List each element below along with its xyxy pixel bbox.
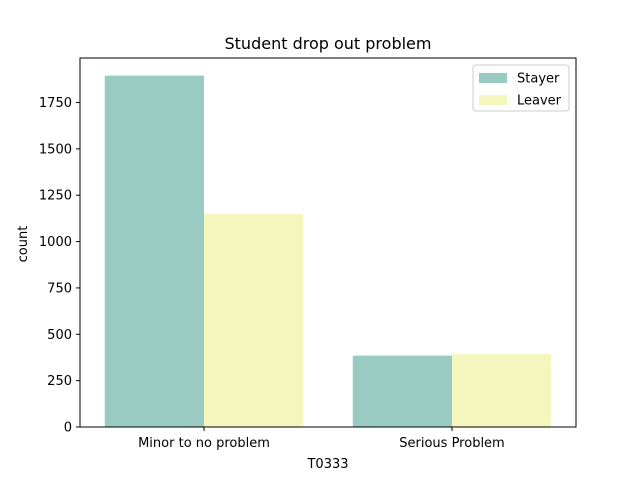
plot-frame <box>79 57 577 428</box>
axes-layer: 0 250 500 750 1000 1250 1500 1750 Minor to no pr… <box>39 57 577 451</box>
bar-stayer-1 <box>352 355 452 427</box>
bar-stayer-0 <box>104 75 204 428</box>
y-tick-label: 250 <box>47 374 72 389</box>
bar-leaver-1 <box>452 354 552 427</box>
bar-leaver-0 <box>204 214 304 427</box>
x-tick-label: Minor to no problem <box>138 436 270 451</box>
y-tick-label: 0 <box>64 421 72 436</box>
x-axis-title: T0333 <box>306 457 348 472</box>
y-tick-label: 1500 <box>39 142 72 157</box>
x-tick-label: Serious Problem <box>399 436 504 451</box>
chart-title: Student drop out problem <box>225 34 432 53</box>
bars-layer <box>104 75 552 428</box>
y-tick-label: 500 <box>47 328 72 343</box>
legend-label-leaver: Leaver <box>517 94 562 109</box>
legend-swatch-stayer <box>479 73 507 83</box>
y-tick-label: 1750 <box>39 96 72 111</box>
legend-label-stayer: Stayer <box>517 72 560 87</box>
y-tick-label: 750 <box>47 281 72 296</box>
y-axis-title: count <box>16 226 31 263</box>
legend-swatch-leaver <box>479 95 507 105</box>
y-tick-label: 1250 <box>39 189 72 204</box>
legend: Stayer Leaver <box>472 64 570 112</box>
y-tick-label: 1000 <box>39 235 72 250</box>
